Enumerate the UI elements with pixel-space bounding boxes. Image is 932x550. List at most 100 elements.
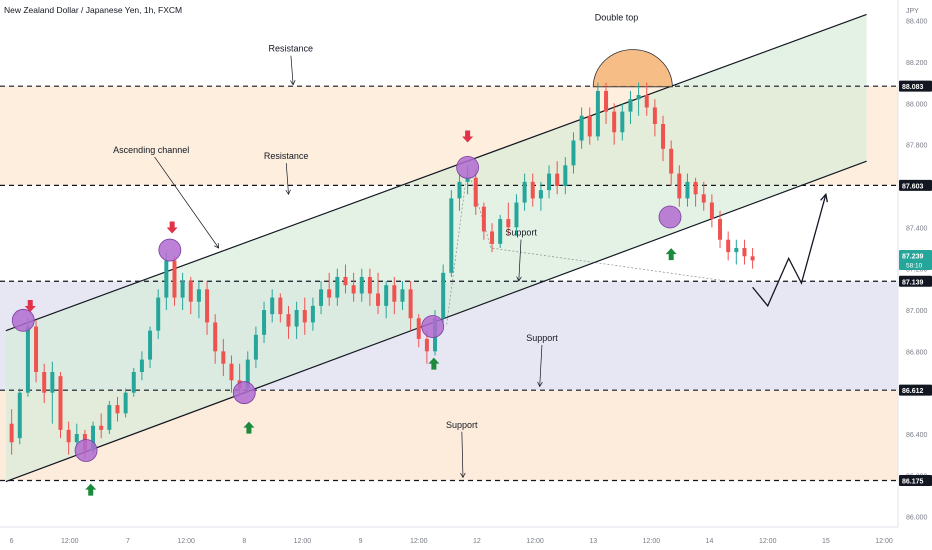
candle: [571, 132, 576, 174]
price-tick-label: 87.200: [906, 267, 928, 274]
candle-body: [310, 305, 315, 323]
candle-body: [278, 297, 283, 315]
resistance-label-top: Resistance: [269, 44, 314, 54]
candle-body: [587, 115, 592, 137]
support-low-tag-label: 86.175: [902, 479, 924, 486]
price-tick-label: 87.400: [906, 225, 928, 232]
candle-body: [229, 363, 234, 381]
price-tick-label: 88.400: [906, 19, 928, 26]
projection-arrowhead-icon: [820, 192, 828, 203]
time-tick-label: 13: [589, 538, 597, 545]
candle: [726, 231, 731, 261]
candle-body: [726, 239, 731, 253]
arrow-up-icon: [85, 483, 97, 496]
candle-body: [91, 425, 96, 451]
support-label-mid-pointer-head: [537, 381, 543, 388]
resistance-top-tag-label: 88.083: [902, 84, 924, 91]
candle: [164, 252, 169, 310]
candle: [750, 248, 755, 269]
resistance-label-mid-pointer-head: [285, 189, 291, 195]
time-tick-label: 8: [242, 538, 246, 545]
candle-body: [661, 124, 666, 149]
candle-body: [530, 181, 535, 199]
candle: [156, 289, 161, 339]
candle-body: [180, 281, 185, 298]
candle: [408, 281, 413, 331]
candle: [9, 409, 14, 455]
double-top-label: Double top: [595, 13, 639, 23]
candle: [547, 165, 552, 199]
candle-body: [139, 359, 144, 372]
candle-body: [449, 198, 454, 273]
candle-body: [693, 181, 698, 195]
channel-upper-line: [5, 13, 867, 332]
candle-body: [25, 326, 30, 393]
candle-body: [392, 285, 397, 302]
candle-body: [9, 423, 14, 443]
candle-body: [701, 194, 706, 203]
support-upper-tag-label: 87.139: [902, 279, 924, 286]
price-level-lines: [0, 85, 898, 482]
candle-body: [424, 338, 429, 352]
projection-path: [752, 192, 828, 308]
candle-body: [164, 260, 169, 298]
candle: [343, 264, 348, 294]
candle-body: [115, 405, 120, 414]
support-mid-tag-label: 86.612: [902, 388, 924, 395]
support-label-upper: Support: [505, 228, 537, 238]
candle: [677, 165, 682, 207]
candle: [652, 99, 657, 137]
candle-body: [750, 256, 755, 261]
ascending-channel-label-pointer: [154, 156, 219, 249]
chart-title: New Zealand Dollar / Japanese Yen, 1h, F…: [4, 5, 182, 15]
candle-body: [604, 90, 609, 112]
candle: [294, 301, 299, 339]
candle-body: [718, 219, 723, 240]
candle: [359, 268, 364, 302]
candle-body: [473, 177, 478, 207]
time-tick-label: 12:00: [410, 538, 428, 545]
time-axis[interactable]: 6 12:00 7 12:00 8 12:00 9 12:00 12 12:00 13 12:00 14…: [10, 538, 893, 545]
time-tick-label: 12: [473, 538, 481, 545]
candle-body: [685, 181, 690, 199]
candle-body: [221, 351, 226, 364]
candle-body: [343, 276, 348, 286]
candle: [530, 173, 535, 207]
candle: [644, 82, 649, 116]
resistance-top-tag: 88.083: [899, 80, 932, 92]
price-tick-label: 86.400: [906, 432, 928, 439]
candle: [628, 90, 633, 124]
candle: [506, 202, 511, 236]
candle-body: [270, 297, 275, 315]
candle-body: [335, 276, 340, 298]
resistance-label-top-pointer: [290, 55, 294, 85]
candle: [213, 314, 218, 364]
candle: [416, 314, 421, 348]
candle-body: [514, 202, 519, 228]
time-tick-label: 12:00: [526, 538, 544, 545]
ascending-channel-label-pointer-head: [214, 242, 220, 249]
candle: [400, 281, 405, 310]
candle-body: [481, 206, 486, 232]
candle: [661, 115, 666, 162]
time-tick-label: 7: [126, 538, 130, 545]
candle: [99, 413, 104, 439]
candle-body: [490, 231, 495, 244]
pattern-lines: [446, 167, 728, 325]
time-tick-label: 6: [10, 538, 14, 545]
price-tick-label: 88.000: [906, 101, 928, 108]
candle-body: [286, 314, 291, 327]
candle: [221, 338, 226, 377]
touch-point-top: [158, 238, 182, 262]
candle-body: [367, 276, 372, 294]
candle: [449, 190, 454, 277]
candle: [693, 177, 698, 207]
price-tick-label: 88.200: [906, 60, 928, 67]
time-tick-label: 12:00: [61, 538, 79, 545]
candle: [148, 326, 153, 368]
candle: [17, 388, 22, 445]
candle-body: [644, 95, 649, 108]
ascending-channel-label: Ascending channel: [113, 145, 189, 155]
